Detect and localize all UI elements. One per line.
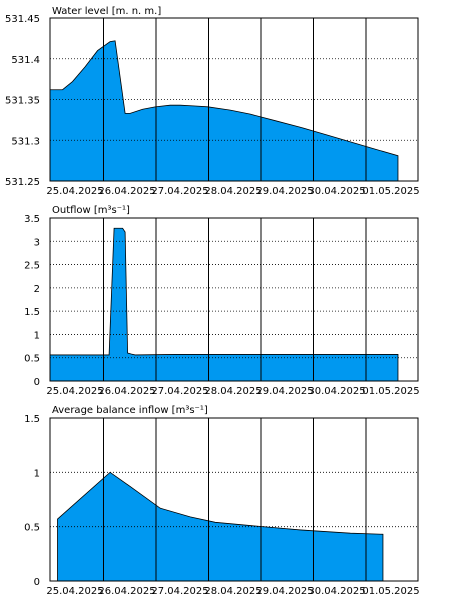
series-area [49, 40, 399, 182]
y-tick-label: 1.5 [24, 307, 40, 318]
x-tick-label: 29.04.2025 [256, 586, 313, 597]
x-tick-label: 25.04.2025 [46, 386, 103, 397]
chart-title: Average balance inflow [m³s⁻¹] [52, 405, 208, 416]
y-tick-label: 531.35 [5, 96, 40, 107]
chart-title: Outflow [m³s⁻¹] [52, 205, 130, 216]
chart-1: Outflow [m³s⁻¹] 3.5 3 2.5 2 1.5 1 0.5 0 25.04.202… [24, 205, 420, 397]
x-tick-label: 26.04.2025 [98, 186, 155, 197]
y-tick-label: 3.5 [24, 214, 40, 225]
x-tick-label: 25.04.2025 [46, 586, 103, 597]
x-tick-label: 28.04.2025 [204, 386, 261, 397]
x-tick-label: 27.04.2025 [151, 186, 208, 197]
y-tick-label: 1.5 [24, 414, 40, 425]
x-tick-label: 29.04.2025 [256, 186, 313, 197]
x-tick-label: 01.05.2025 [362, 186, 419, 197]
y-tick-label: 531.25 [5, 177, 40, 188]
plot-frame [49, 217, 419, 382]
y-tick-label: 3 [34, 237, 40, 248]
x-tick-label: 01.05.2025 [362, 586, 419, 597]
plot-frame [49, 417, 419, 582]
x-tick-label: 26.04.2025 [98, 386, 155, 397]
y-tick-label: 2.5 [24, 261, 40, 272]
x-tick-label: 30.04.2025 [308, 386, 365, 397]
series-area [49, 227, 399, 382]
x-tick-label: 27.04.2025 [151, 586, 208, 597]
y-tick-label: 531.4 [11, 55, 40, 66]
x-tick-label: 28.04.2025 [204, 586, 261, 597]
y-tick-label: 2 [34, 284, 40, 295]
series-area [57, 471, 384, 582]
x-tick-label: 30.04.2025 [308, 586, 365, 597]
chart-title: Water level [m. n. m.] [52, 6, 161, 17]
y-tick-label: 0.5 [24, 523, 40, 534]
plot-frame [49, 17, 419, 182]
chart-2: Average balance inflow [m³s⁻¹] 1.5 1 0.5 0 25… [24, 405, 420, 597]
x-tick-label: 27.04.2025 [151, 386, 208, 397]
y-tick-label: 531.45 [5, 14, 40, 25]
x-tick-label: 01.05.2025 [362, 386, 419, 397]
y-tick-label: 0 [34, 577, 40, 588]
y-tick-label: 531.3 [11, 136, 40, 147]
x-tick-label: 30.04.2025 [308, 186, 365, 197]
x-tick-label: 28.04.2025 [204, 186, 261, 197]
chart-0: Water level [m. n. m.] 531.45 531.4 531.35 5… [5, 6, 420, 197]
y-tick-label: 0.5 [24, 354, 40, 365]
y-tick-label: 1 [34, 330, 40, 341]
y-tick-label: 0 [34, 377, 40, 388]
x-tick-label: 25.04.2025 [46, 186, 103, 197]
x-tick-label: 26.04.2025 [98, 586, 155, 597]
y-tick-label: 1 [34, 468, 40, 479]
x-tick-label: 29.04.2025 [256, 386, 313, 397]
